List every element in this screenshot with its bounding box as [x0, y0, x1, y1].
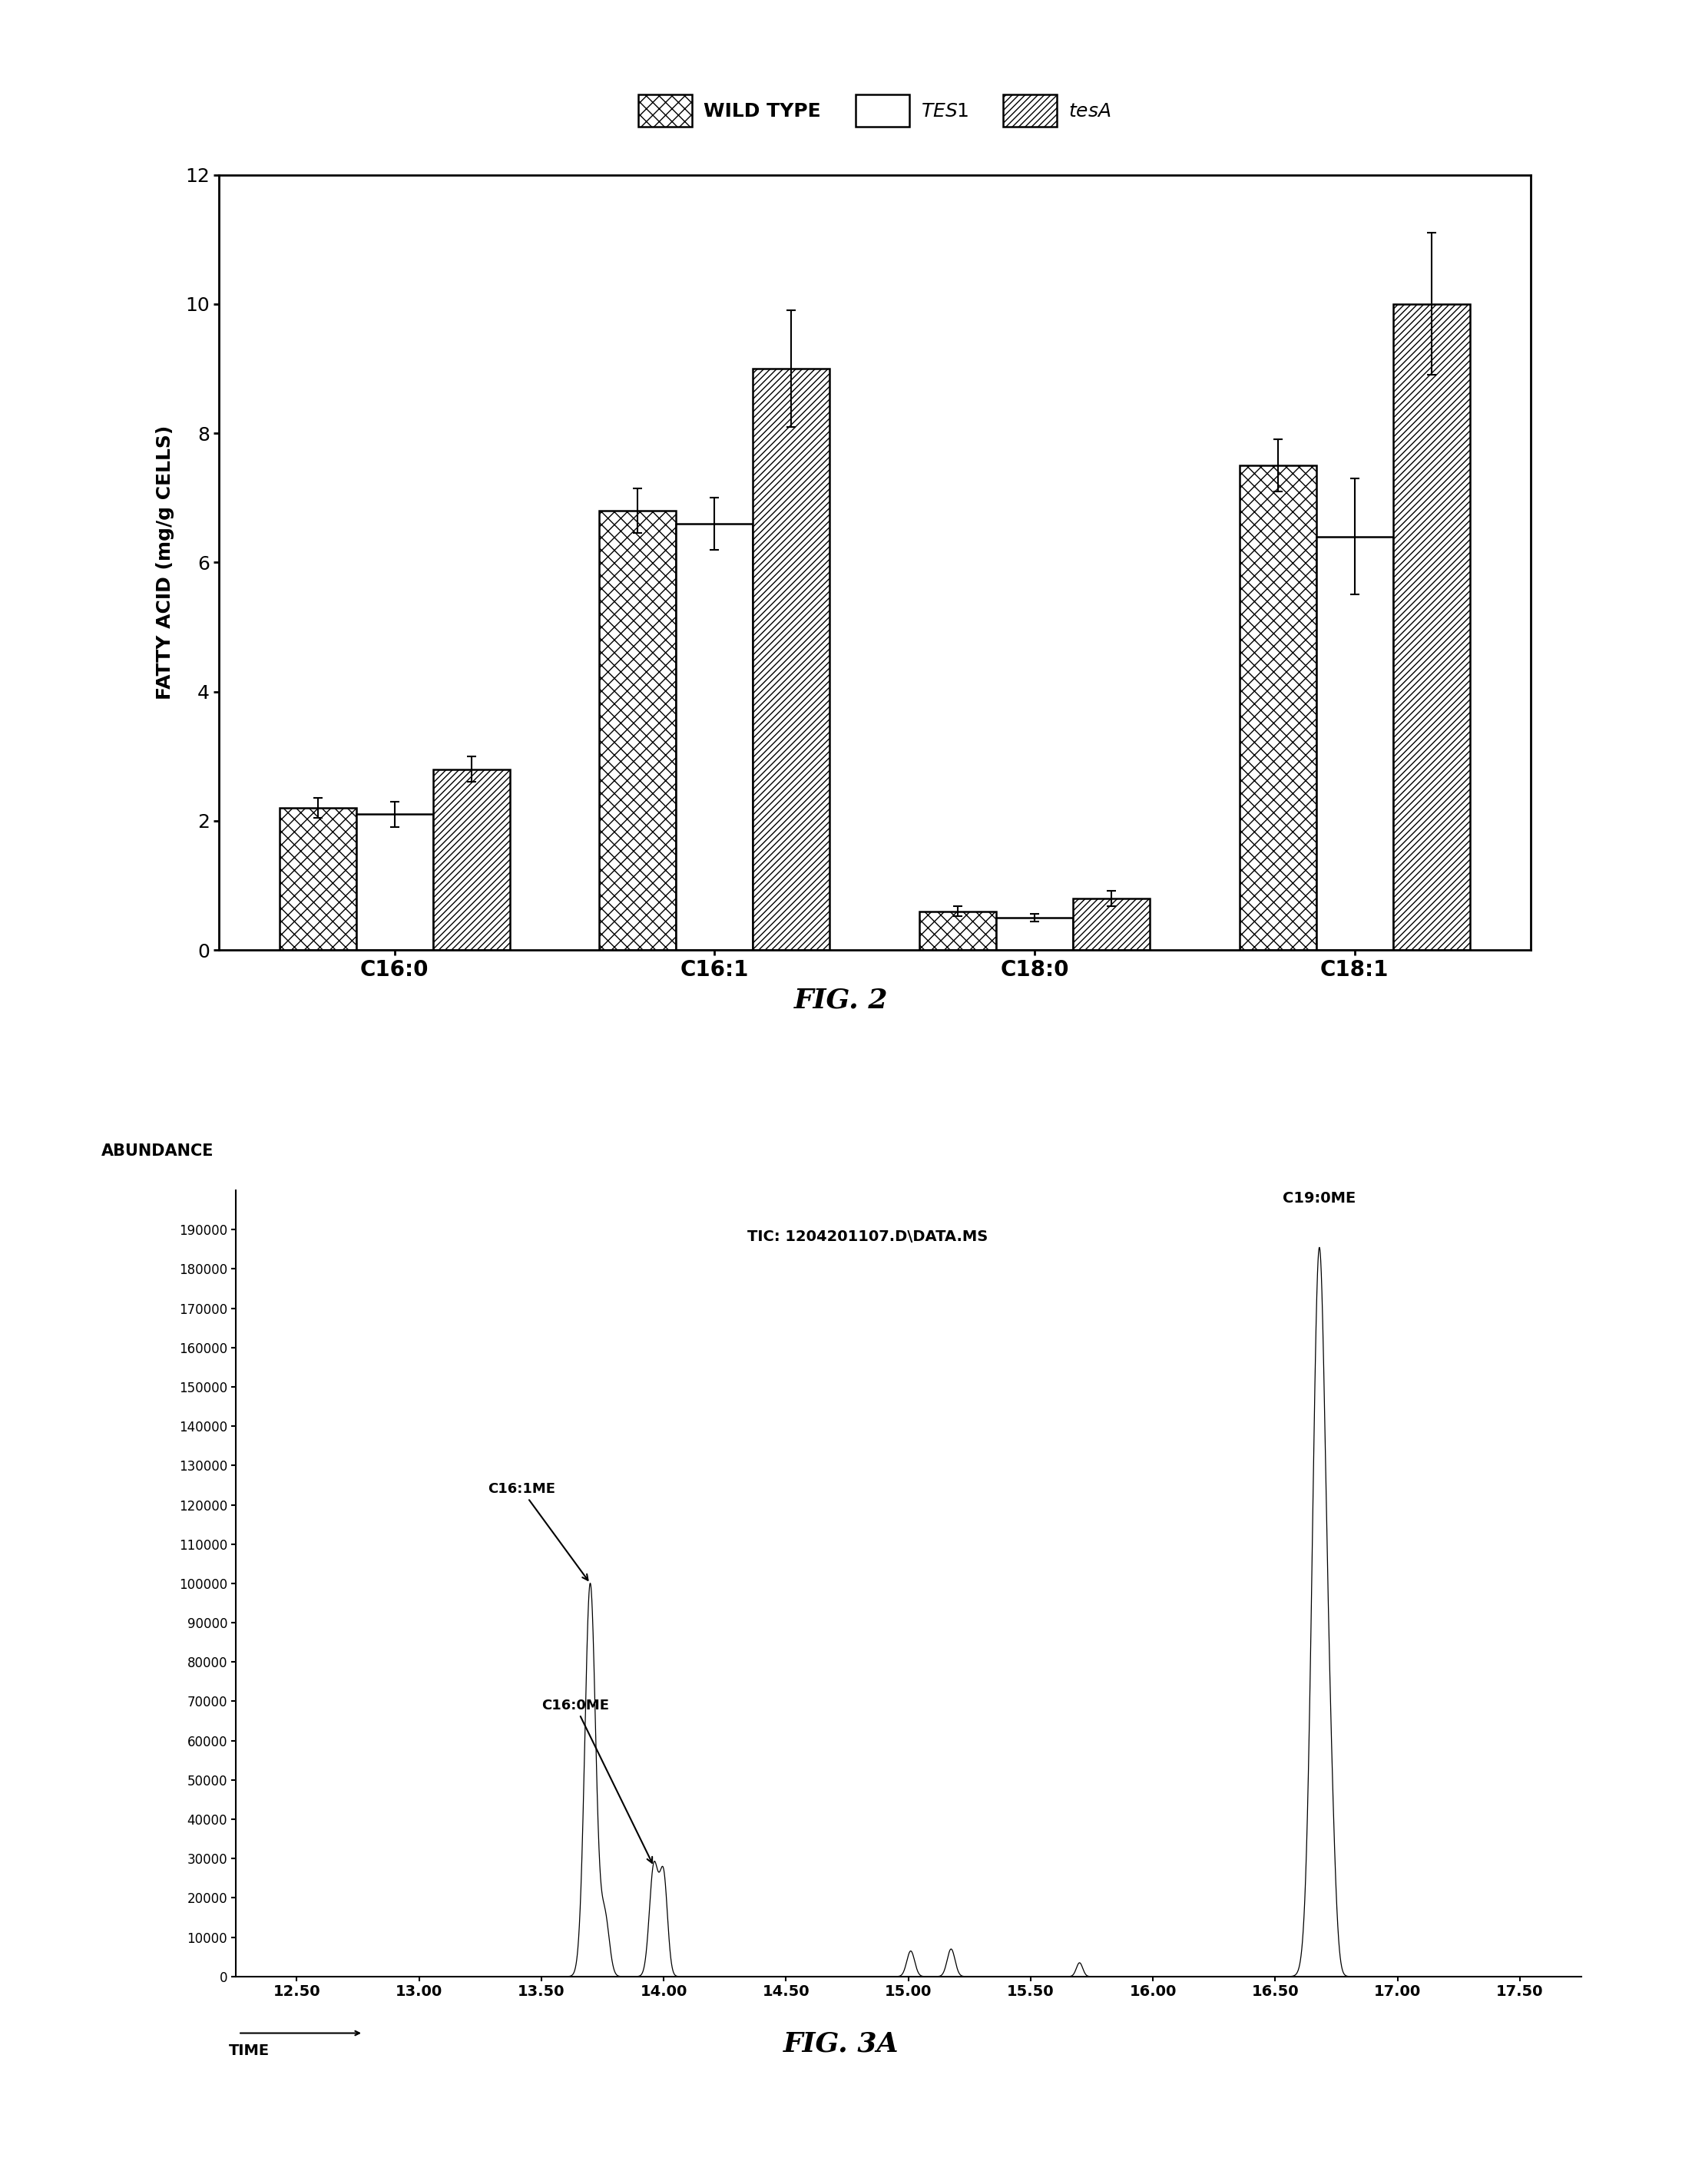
Bar [920, 911, 996, 950]
Legend: WILD TYPE, $\it{TES1}$, $\it{tesA}$: WILD TYPE, $\it{TES1}$, $\it{tesA}$ [631, 87, 1119, 133]
Bar [676, 524, 754, 950]
Bar [1317, 537, 1393, 950]
Text: TIC: 1204201107.D\DATA.MS: TIC: 1204201107.D\DATA.MS [747, 1230, 989, 1245]
Bar [1073, 898, 1150, 950]
Text: C19:0ME: C19:0ME [1283, 1192, 1356, 1206]
Bar [599, 511, 676, 950]
Text: ABUNDANCE: ABUNDANCE [101, 1144, 214, 1160]
Text: C16:1ME: C16:1ME [488, 1483, 589, 1581]
Bar [432, 769, 510, 950]
Bar [357, 815, 432, 950]
Bar [1393, 304, 1470, 950]
Text: FIG. 2: FIG. 2 [794, 987, 888, 1013]
Y-axis label: FATTY ACID (mg/g CELLS): FATTY ACID (mg/g CELLS) [156, 426, 175, 699]
Bar [996, 917, 1073, 950]
Text: FIG. 3A: FIG. 3A [784, 2031, 898, 2057]
Bar [754, 369, 829, 950]
Text: TIME: TIME [229, 2044, 269, 2057]
Text: C16:0ME: C16:0ME [542, 1699, 653, 1863]
Bar [279, 808, 357, 950]
Bar [1240, 465, 1317, 950]
